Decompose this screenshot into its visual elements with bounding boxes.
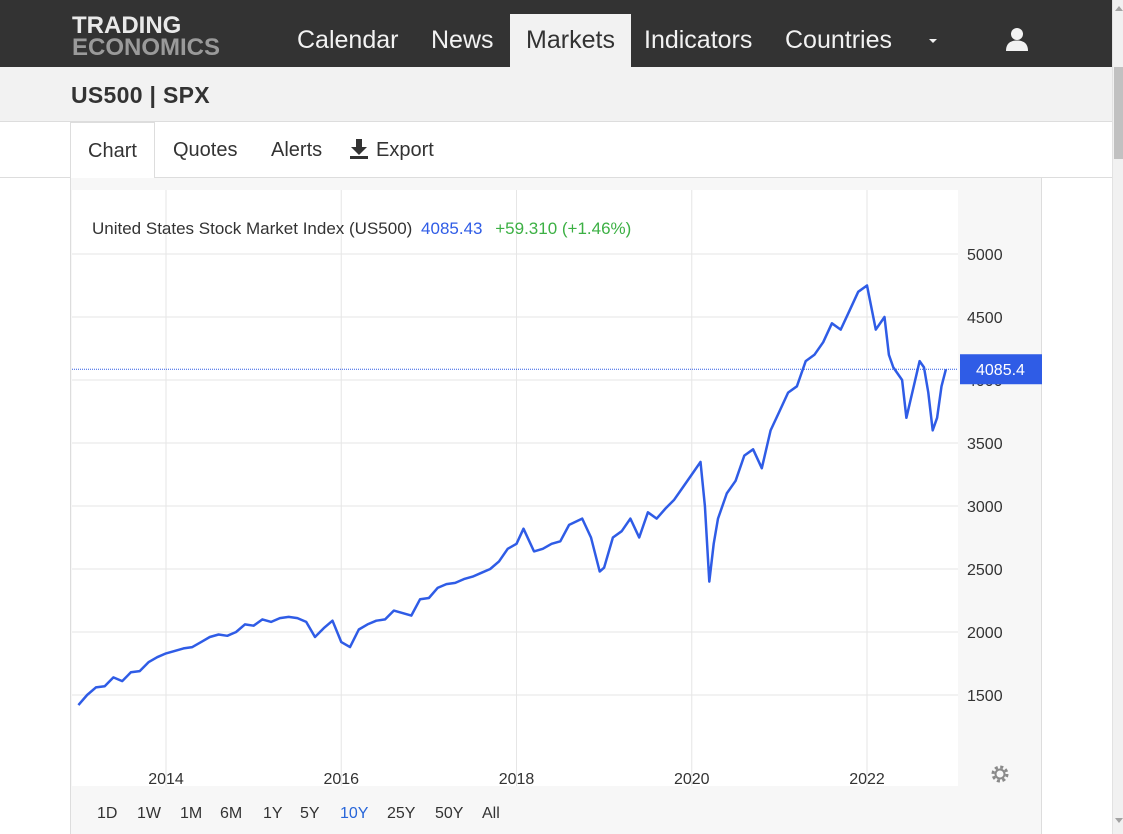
logo-line-1: TRADING	[72, 12, 182, 39]
range-1d[interactable]: 1D	[97, 805, 118, 822]
top-nav-bar: TRADING ECONOMICS Calendar News Markets …	[0, 0, 1112, 67]
scroll-up-arrow-icon[interactable]	[1115, 6, 1123, 11]
price-series-line[interactable]	[77, 284, 948, 706]
y-tick-label-5000: 5000	[967, 247, 1003, 264]
title-bar: US500 | SPX	[0, 67, 1112, 122]
range-10y[interactable]: 10Y	[340, 805, 369, 822]
nav-indicators[interactable]: Indicators	[644, 26, 753, 54]
x-tick-label-2014: 2014	[148, 771, 184, 788]
current-price-tag-text: 4085.4	[976, 362, 1025, 379]
range-1y[interactable]: 1Y	[263, 805, 283, 822]
nav-calendar[interactable]: Calendar	[297, 26, 399, 54]
range-6m[interactable]: 6M	[220, 805, 243, 822]
user-icon[interactable]	[1004, 26, 1030, 52]
chart-last-value: 4085.43	[421, 219, 482, 238]
x-tick-label-2018: 2018	[499, 771, 535, 788]
tab-bar: Chart Quotes Alerts Export	[0, 122, 1112, 179]
current-price-tag	[960, 354, 1042, 385]
page-title: US500 | SPX	[71, 82, 210, 108]
price-chart[interactable]: United States Stock Market Index (US500)…	[71, 178, 1043, 798]
chart-title: United States Stock Market Index (US500)…	[92, 219, 631, 238]
logo-line-2: ECONOMICS	[72, 34, 221, 61]
range-1w[interactable]: 1W	[137, 805, 161, 822]
x-tick-label-2020: 2020	[674, 771, 710, 788]
range-5y[interactable]: 5Y	[300, 805, 320, 822]
nav-markets[interactable]: Markets	[510, 14, 631, 67]
tab-alerts[interactable]: Alerts	[271, 139, 323, 161]
chart-change: +59.310 (+1.46%)	[495, 219, 631, 238]
range-25y[interactable]: 25Y	[387, 805, 416, 822]
y-tick-label-3000: 3000	[967, 499, 1003, 516]
nav-countries[interactable]: Countries	[785, 26, 892, 54]
y-tick-label-3500: 3500	[967, 436, 1003, 453]
x-tick-label-2016: 2016	[323, 771, 359, 788]
nav-news[interactable]: News	[431, 26, 494, 54]
scrollbar-thumb[interactable]	[1114, 67, 1123, 159]
scroll-down-arrow-icon[interactable]	[1115, 818, 1123, 823]
tab-quotes[interactable]: Quotes	[173, 139, 238, 161]
range-1m[interactable]: 1M	[180, 805, 203, 822]
x-axis-labels: 2014 2016 2018 2020 2022	[148, 771, 885, 788]
time-range-selector: 1D 1W 1M 6M 1Y 5Y 10Y 25Y 50Y All	[0, 800, 1112, 830]
y-axis-labels: 15002000250030003500400045005000	[967, 247, 1003, 705]
page-scrollbar[interactable]	[1112, 0, 1123, 834]
trading-economics-logo[interactable]: TRADING ECONOMICS	[72, 14, 247, 60]
x-tick-label-2022: 2022	[849, 771, 885, 788]
caret-down-icon[interactable]	[924, 30, 942, 50]
range-50y[interactable]: 50Y	[435, 805, 464, 822]
chart-panel: United States Stock Market Index (US500)…	[70, 178, 1042, 834]
tab-export-label: Export	[376, 139, 434, 161]
chart-grid	[72, 190, 958, 786]
download-icon	[350, 139, 368, 159]
range-all[interactable]: All	[482, 805, 500, 822]
y-tick-label-2500: 2500	[967, 562, 1003, 579]
tab-chart[interactable]: Chart	[70, 122, 155, 179]
y-tick-label-2000: 2000	[967, 625, 1003, 642]
y-tick-label-1500: 1500	[967, 688, 1003, 705]
chart-title-text: United States Stock Market Index (US500)	[92, 219, 412, 238]
gear-icon[interactable]	[991, 765, 1009, 783]
plot-background	[72, 190, 958, 786]
y-tick-label-4500: 4500	[967, 310, 1003, 327]
